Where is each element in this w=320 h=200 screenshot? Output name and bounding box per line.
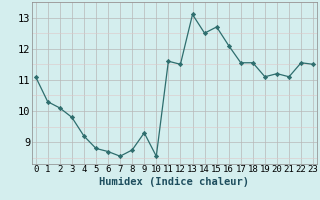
X-axis label: Humidex (Indice chaleur): Humidex (Indice chaleur): [100, 177, 249, 187]
